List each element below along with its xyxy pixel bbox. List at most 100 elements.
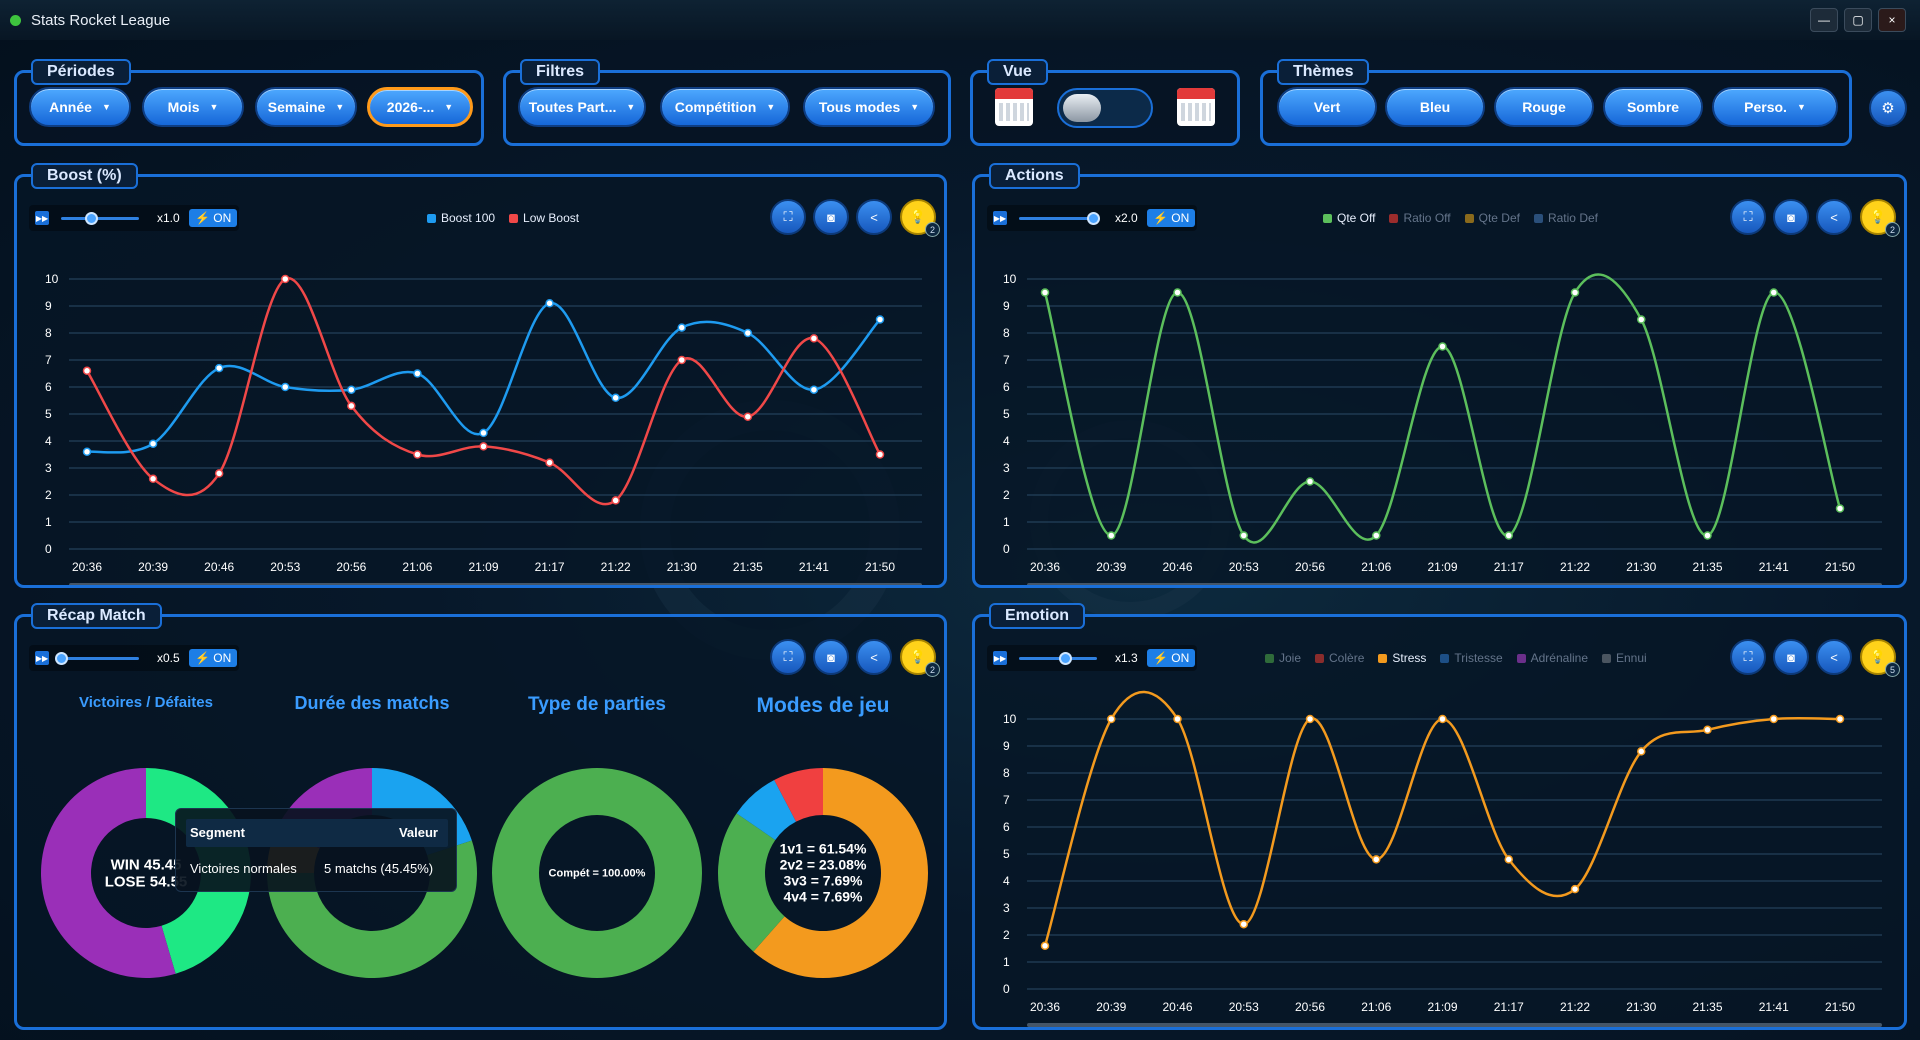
animation-on-toggle[interactable]: ⚡ ON bbox=[189, 209, 238, 227]
data-point[interactable] bbox=[677, 323, 686, 332]
data-point[interactable] bbox=[1107, 531, 1116, 540]
data-point[interactable] bbox=[1305, 714, 1315, 724]
data-point[interactable] bbox=[1570, 884, 1580, 894]
legend-item[interactable]: Ratio Def bbox=[1533, 211, 1598, 225]
data-point[interactable] bbox=[1239, 531, 1248, 540]
speed-slider-knob[interactable] bbox=[1087, 212, 1100, 225]
calendar-icon[interactable] bbox=[995, 88, 1033, 126]
data-point[interactable] bbox=[1107, 714, 1116, 724]
data-point[interactable] bbox=[1703, 531, 1712, 540]
data-point[interactable] bbox=[1703, 725, 1712, 735]
data-point[interactable] bbox=[809, 334, 819, 343]
legend-item[interactable]: Tristesse bbox=[1440, 651, 1503, 665]
data-point[interactable] bbox=[677, 355, 686, 365]
share-button[interactable]: < bbox=[856, 639, 892, 675]
filter-all-games-dropdown[interactable]: Toutes Part... ▼ bbox=[518, 87, 646, 127]
animation-on-toggle[interactable]: ⚡ ON bbox=[189, 649, 238, 667]
data-point[interactable] bbox=[281, 382, 290, 392]
speed-slider-knob[interactable] bbox=[1059, 652, 1072, 665]
data-point[interactable] bbox=[479, 428, 488, 438]
data-point[interactable] bbox=[1173, 714, 1182, 724]
donut-slice[interactable] bbox=[753, 768, 928, 978]
minimize-button[interactable]: — bbox=[1810, 8, 1838, 32]
data-point[interactable] bbox=[1769, 288, 1778, 297]
data-point[interactable] bbox=[545, 299, 554, 308]
legend-item[interactable]: Qte Off bbox=[1323, 211, 1375, 225]
settings-gear-button[interactable]: ⚙ bbox=[1869, 89, 1907, 127]
legend-item[interactable]: Joie bbox=[1265, 651, 1301, 665]
data-point[interactable] bbox=[1835, 504, 1845, 513]
screenshot-button[interactable]: ◙ bbox=[813, 639, 849, 675]
data-point[interactable] bbox=[743, 328, 753, 338]
data-point[interactable] bbox=[1040, 288, 1050, 297]
theme-custom-dropdown[interactable]: Perso. ▼ bbox=[1712, 87, 1838, 127]
data-point[interactable] bbox=[214, 469, 224, 478]
data-point[interactable] bbox=[611, 496, 620, 505]
data-point[interactable] bbox=[1835, 714, 1845, 724]
filter-all-modes-dropdown[interactable]: Tous modes ▼ bbox=[803, 87, 935, 127]
speed-slider[interactable] bbox=[61, 657, 139, 660]
donut-slice[interactable] bbox=[736, 780, 797, 841]
filter-competition-dropdown[interactable]: Compétition ▼ bbox=[660, 87, 790, 127]
data-point[interactable] bbox=[1372, 531, 1381, 540]
legend-item[interactable]: Ratio Off bbox=[1389, 211, 1451, 225]
fast-forward-icon[interactable]: ▶▶ bbox=[35, 651, 49, 665]
calendar-clock-icon[interactable] bbox=[1177, 88, 1215, 126]
data-point[interactable] bbox=[809, 385, 819, 394]
chart-scrollbar[interactable] bbox=[1027, 1023, 1882, 1027]
data-point[interactable] bbox=[611, 393, 620, 403]
period-month-dropdown[interactable]: Mois ▼ bbox=[142, 87, 244, 127]
data-point[interactable] bbox=[413, 369, 422, 378]
data-point[interactable] bbox=[347, 385, 356, 394]
chart-scrollbar[interactable] bbox=[1027, 583, 1882, 585]
theme-dark-button[interactable]: Sombre bbox=[1603, 87, 1703, 127]
data-point[interactable] bbox=[1504, 531, 1513, 540]
period-date-dropdown[interactable]: 2026-... ▼ bbox=[367, 87, 473, 127]
data-point[interactable] bbox=[1305, 477, 1315, 486]
legend-item[interactable]: Low Boost bbox=[509, 211, 579, 225]
screenshot-button[interactable]: ◙ bbox=[1773, 639, 1809, 675]
fullscreen-button[interactable]: ⛶ bbox=[1730, 639, 1766, 675]
share-button[interactable]: < bbox=[856, 199, 892, 235]
speed-slider[interactable] bbox=[61, 217, 139, 220]
data-point[interactable] bbox=[413, 450, 422, 459]
legend-item[interactable]: Ennui bbox=[1602, 651, 1647, 665]
data-point[interactable] bbox=[148, 439, 158, 448]
data-point[interactable] bbox=[875, 315, 885, 324]
fullscreen-button[interactable]: ⛶ bbox=[1730, 199, 1766, 235]
donut-slice[interactable] bbox=[267, 840, 477, 979]
share-button[interactable]: < bbox=[1816, 199, 1852, 235]
data-point[interactable] bbox=[1438, 714, 1447, 724]
speed-slider-knob[interactable] bbox=[85, 212, 98, 225]
donut-slice[interactable] bbox=[492, 768, 702, 978]
data-point[interactable] bbox=[82, 447, 92, 457]
insight-bulb-button[interactable]: 💡 2 bbox=[900, 199, 940, 237]
data-point[interactable] bbox=[214, 363, 224, 373]
data-point[interactable] bbox=[1769, 714, 1778, 724]
data-point[interactable] bbox=[1570, 288, 1580, 297]
theme-red-button[interactable]: Rouge bbox=[1494, 87, 1594, 127]
data-point[interactable] bbox=[479, 442, 488, 451]
chart-scrollbar[interactable] bbox=[69, 583, 922, 585]
fast-forward-icon[interactable]: ▶▶ bbox=[993, 211, 1007, 225]
data-point[interactable] bbox=[1372, 855, 1381, 864]
speed-slider[interactable] bbox=[1019, 657, 1097, 660]
data-point[interactable] bbox=[1504, 855, 1513, 864]
data-point[interactable] bbox=[1040, 941, 1050, 951]
data-point[interactable] bbox=[82, 366, 92, 376]
legend-item[interactable]: Boost 100 bbox=[427, 211, 495, 225]
data-point[interactable] bbox=[545, 458, 554, 467]
speed-slider-knob[interactable] bbox=[55, 652, 68, 665]
maximize-button[interactable]: ▢ bbox=[1844, 8, 1872, 32]
close-button[interactable]: × bbox=[1878, 8, 1906, 32]
period-week-dropdown[interactable]: Semaine ▼ bbox=[255, 87, 357, 127]
screenshot-button[interactable]: ◙ bbox=[813, 199, 849, 235]
share-button[interactable]: < bbox=[1816, 639, 1852, 675]
theme-green-button[interactable]: Vert bbox=[1277, 87, 1377, 127]
screenshot-button[interactable]: ◙ bbox=[1773, 199, 1809, 235]
animation-on-toggle[interactable]: ⚡ ON bbox=[1147, 649, 1196, 667]
data-point[interactable] bbox=[1637, 315, 1646, 324]
data-point[interactable] bbox=[281, 274, 290, 284]
insight-bulb-button[interactable]: 💡 5 bbox=[1860, 639, 1900, 677]
data-point[interactable] bbox=[347, 401, 356, 411]
